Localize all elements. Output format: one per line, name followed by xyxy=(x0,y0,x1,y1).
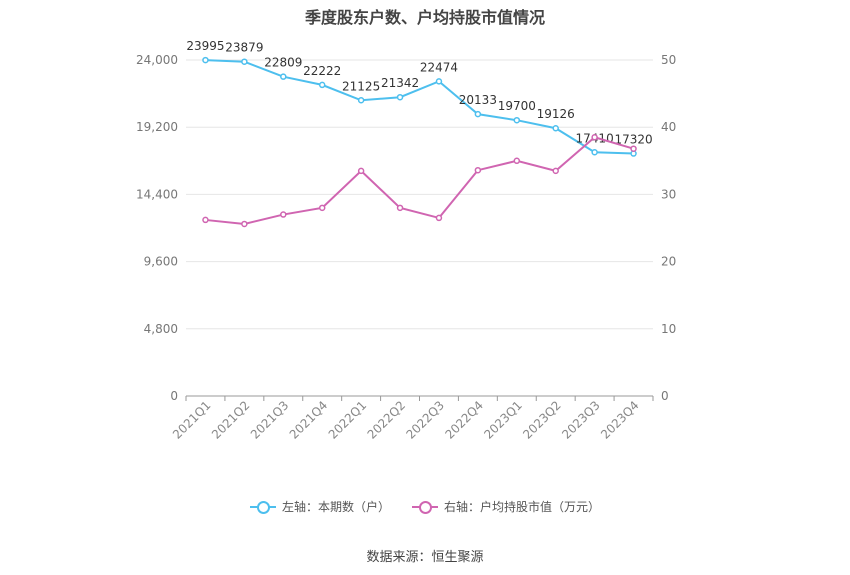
data-label: 19126 xyxy=(537,107,575,121)
data-point-left[interactable] xyxy=(435,78,443,85)
data-point-right[interactable] xyxy=(591,134,598,141)
data-point-left[interactable] xyxy=(552,124,559,132)
x-tick-label: 2021Q3 xyxy=(248,398,292,442)
legend-marker-left-icon xyxy=(249,500,276,514)
data-label: 21125 xyxy=(342,79,380,93)
y-left-tick-label: 0 xyxy=(170,389,178,403)
series-line-left xyxy=(205,59,634,155)
legend-item-right[interactable]: 右轴：户均持股市值（万元） xyxy=(412,498,600,515)
grid-lines xyxy=(186,59,653,330)
y-right-tick-label: 30 xyxy=(661,187,676,201)
data-label: 22222 xyxy=(303,64,341,78)
chart-canvas: 0 4,800 9,600 14,400 19,200 24,000 0 10 20 30 40 5… xyxy=(136,39,676,442)
data-point-right[interactable] xyxy=(396,204,404,212)
data-point-right[interactable] xyxy=(474,166,482,174)
x-tick-label: 2023Q1 xyxy=(481,398,525,442)
y-axis-right: 0 10 20 30 40 50 xyxy=(661,53,676,403)
data-label: 22809 xyxy=(264,56,302,70)
x-tick-label: 2023Q2 xyxy=(520,398,564,442)
source-note: 数据来源：恒生聚源 xyxy=(366,550,484,565)
data-point-left[interactable] xyxy=(318,81,326,89)
data-label: 17320 xyxy=(614,133,652,147)
y-axis-left: 0 4,800 9,600 14,400 19,200 24,000 xyxy=(136,53,178,403)
x-tick-label: 2021Q1 xyxy=(170,398,214,442)
x-tick-label: 2022Q3 xyxy=(404,398,448,442)
data-point-right[interactable] xyxy=(202,216,209,224)
data-point-right[interactable] xyxy=(513,157,521,165)
x-tick-label: 2021Q2 xyxy=(209,398,253,442)
data-point-left[interactable] xyxy=(396,93,404,101)
y-left-tick-label: 9,600 xyxy=(144,255,178,269)
legend-label-left: 左轴：本期数（户） xyxy=(281,500,390,514)
data-label: 21342 xyxy=(381,76,419,90)
x-axis: 2021Q12021Q22021Q32021Q42022Q12022Q22022… xyxy=(170,395,654,442)
y-right-tick-label: 50 xyxy=(661,53,676,67)
y-left-tick-label: 4,800 xyxy=(144,322,178,336)
data-label: 22474 xyxy=(420,60,458,74)
x-tick-label: 2022Q2 xyxy=(365,398,409,442)
y-left-tick-label: 24,000 xyxy=(136,53,178,67)
y-right-tick-label: 20 xyxy=(661,255,676,269)
data-point-right[interactable] xyxy=(241,220,248,228)
data-point-left[interactable] xyxy=(241,58,248,65)
chart-title: 季度股东户数、户均持股市值情况 xyxy=(304,8,545,27)
x-tick-label: 2022Q4 xyxy=(442,398,486,442)
y-left-tick-label: 14,400 xyxy=(136,187,178,201)
data-point-right[interactable] xyxy=(280,211,287,218)
y-left-tick-label: 19,200 xyxy=(136,120,178,134)
data-point-right[interactable] xyxy=(318,204,326,212)
data-point-left[interactable] xyxy=(202,56,209,64)
data-label: 23995 xyxy=(186,39,224,53)
series-line-right xyxy=(205,136,634,225)
data-point-left[interactable] xyxy=(591,149,598,156)
x-tick-label: 2023Q3 xyxy=(559,398,603,442)
data-point-right[interactable] xyxy=(630,145,637,152)
data-label: 19700 xyxy=(498,99,536,113)
data-point-left[interactable] xyxy=(280,73,287,80)
data-point-right[interactable] xyxy=(435,214,443,222)
data-point-left[interactable] xyxy=(357,97,365,104)
legend-item-left[interactable]: 左轴：本期数（户） xyxy=(249,498,390,515)
x-tick-label: 2023Q4 xyxy=(598,398,642,442)
data-label: 20133 xyxy=(459,93,497,107)
x-tick-label: 2022Q1 xyxy=(326,398,370,442)
legend: 左轴：本期数（户） 右轴：户均持股市值（万元） xyxy=(0,498,850,515)
data-point-left[interactable] xyxy=(513,116,521,124)
data-point-left[interactable] xyxy=(474,110,482,118)
data-point-right[interactable] xyxy=(357,167,365,175)
y-right-tick-label: 40 xyxy=(661,120,676,134)
data-point-right[interactable] xyxy=(552,167,559,175)
y-right-tick-label: 0 xyxy=(661,389,669,403)
y-right-tick-label: 10 xyxy=(661,322,676,336)
x-tick-label: 2021Q4 xyxy=(287,398,331,442)
legend-label-right: 右轴：户均持股市值（万元） xyxy=(444,500,601,514)
legend-marker-right-icon xyxy=(412,500,438,514)
data-label: 23879 xyxy=(225,41,263,55)
